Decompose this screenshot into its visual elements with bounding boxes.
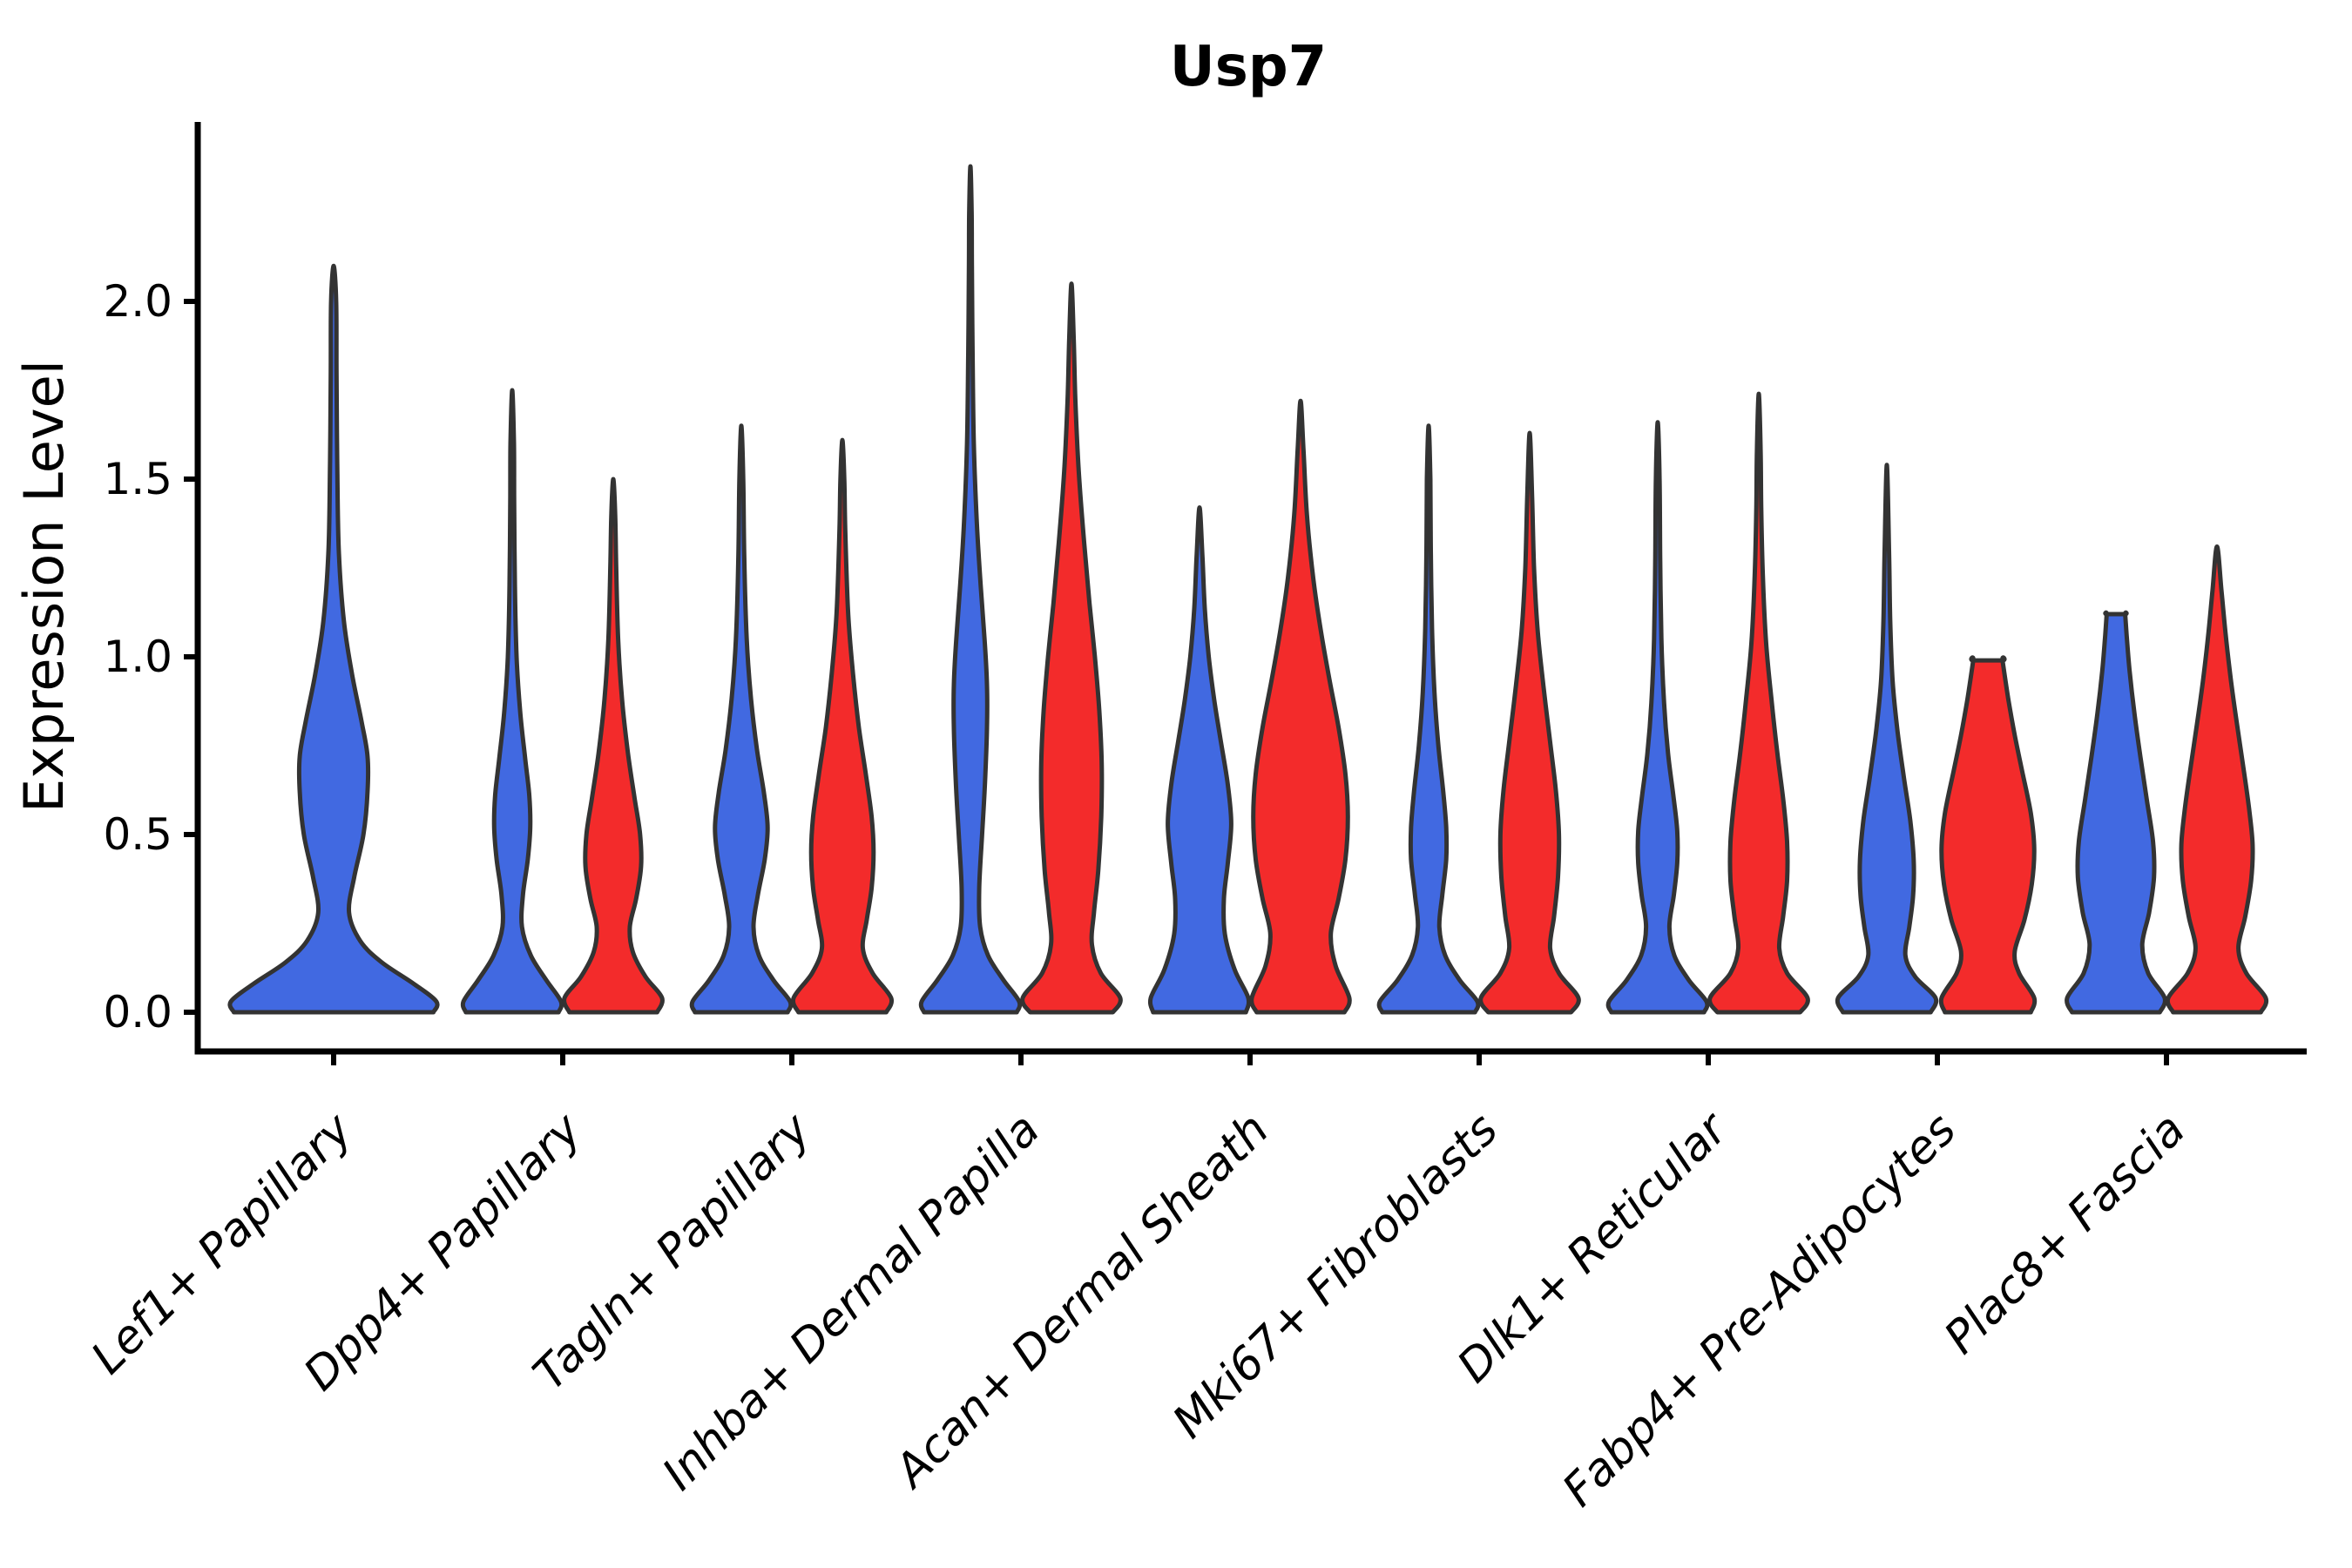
- x-tick-label: Inhba+ Dermal Papilla: [652, 1104, 1050, 1501]
- violin-4-blue: [1147, 505, 1252, 1015]
- violin-7-red: [1938, 655, 2038, 1015]
- violin-1-red: [562, 476, 665, 1015]
- violins-layer: [227, 164, 2269, 1015]
- x-tick-label: Plac8+ Fascia: [1935, 1104, 2195, 1364]
- y-tick-label: 2.0: [103, 276, 172, 327]
- violin-1-blue: [460, 388, 564, 1015]
- violin-5-red: [1478, 430, 1581, 1015]
- violin-7-blue: [1835, 463, 1939, 1015]
- violin-6-red: [1707, 391, 1810, 1015]
- x-tick-label: Acan+ Dermal Sheath: [883, 1104, 1279, 1499]
- x-tick-label: Fabp4+ Pre-Adipocytes: [1553, 1104, 1967, 1517]
- violin-8-blue: [2065, 610, 2167, 1015]
- y-tick-label: 0.0: [103, 987, 172, 1037]
- violin-6-blue: [1605, 420, 1710, 1015]
- violin-2-red: [790, 437, 895, 1015]
- violin-5-blue: [1376, 423, 1481, 1015]
- violin-3-blue: [918, 164, 1023, 1015]
- y-axis-label: Expression Level: [12, 360, 76, 813]
- axis-spines: [194, 122, 2307, 1055]
- violin-0-blue: [227, 263, 440, 1015]
- violin-4-red: [1249, 398, 1352, 1015]
- y-tick-label: 0.5: [103, 809, 172, 860]
- y-tick-label: 1.0: [103, 632, 172, 682]
- violin-8-red: [2165, 544, 2269, 1015]
- violin-3-red: [1020, 281, 1123, 1015]
- y-tick-label: 1.5: [103, 454, 172, 504]
- chart-title: Usp7: [1170, 35, 1327, 99]
- violin-2-blue: [689, 423, 794, 1015]
